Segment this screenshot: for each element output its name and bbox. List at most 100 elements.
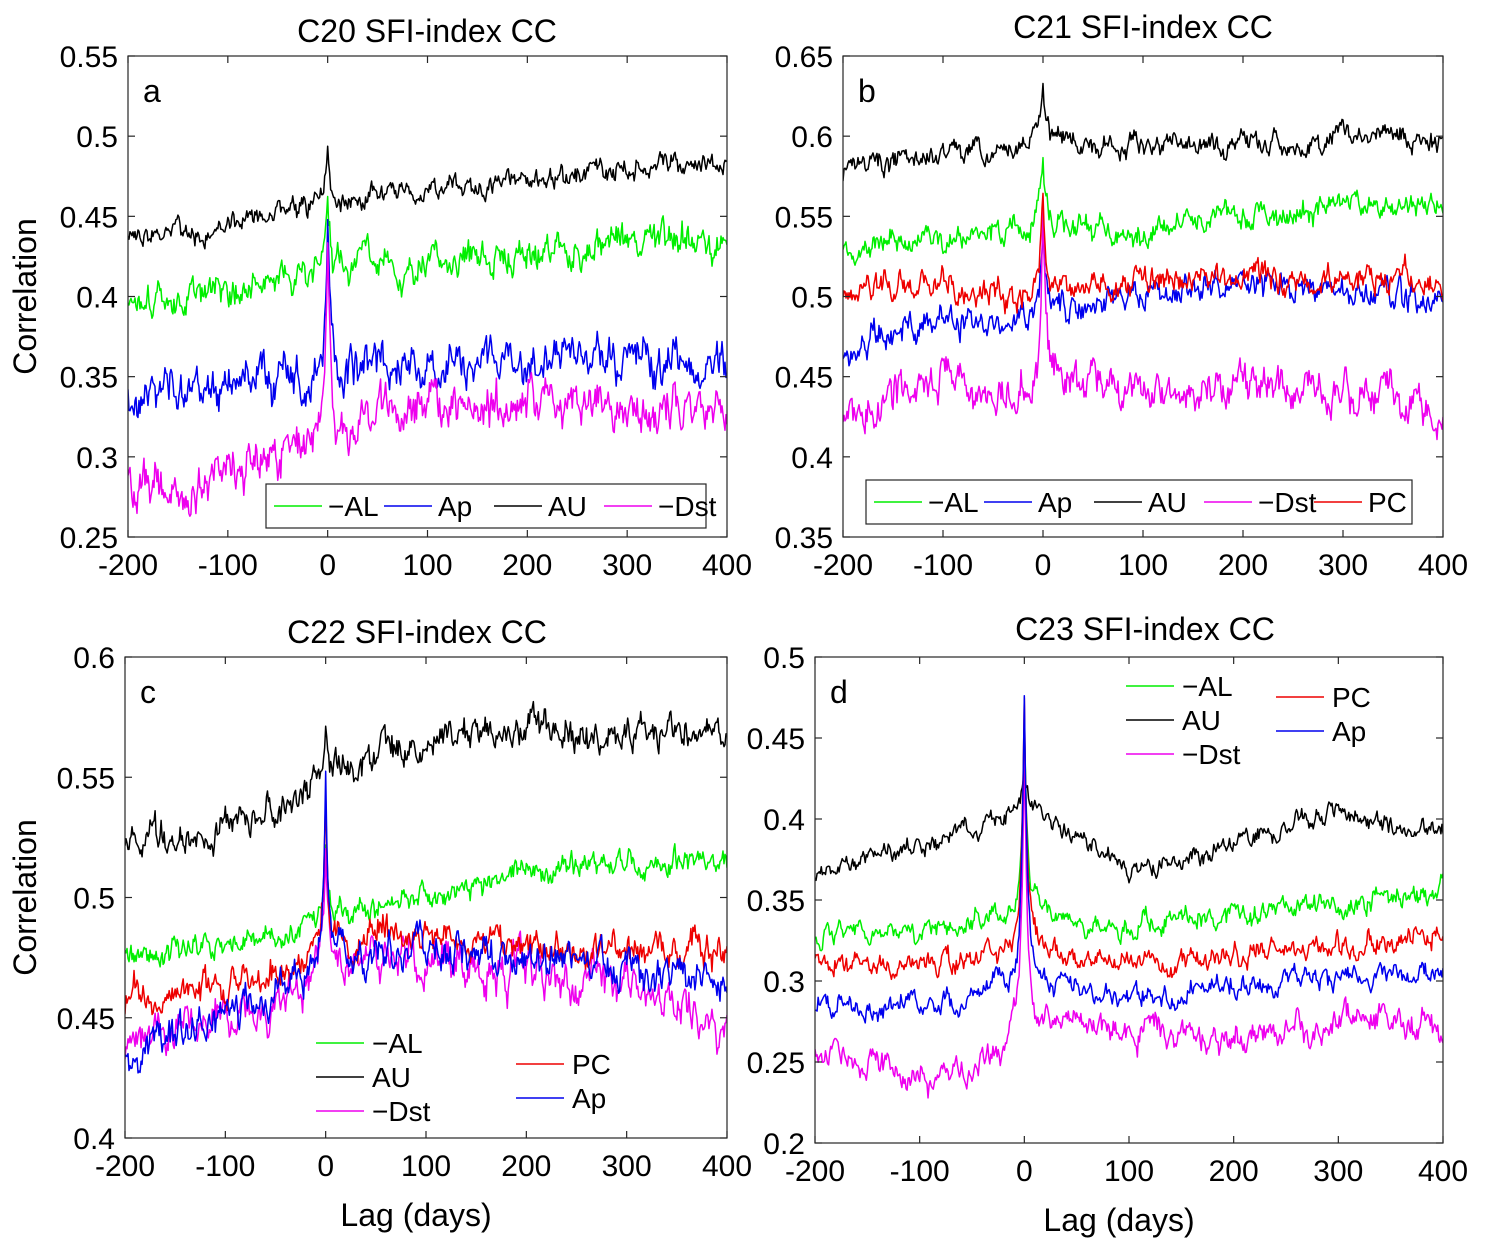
panel-b: -200 -100 0 100 200 300 400 0.35 0.4 0.45 0.5 0.55 0…	[775, 9, 1468, 582]
legend-label-dst: −Dst	[658, 491, 717, 522]
series-line-ap	[125, 770, 727, 1074]
series-line-al	[815, 722, 1443, 952]
y-tick-label: 0.35	[60, 362, 118, 395]
y-tick-label: 0.4	[73, 1123, 115, 1156]
series-line-pc	[843, 192, 1443, 315]
y-tick-label: 0.3	[763, 966, 805, 999]
y-tick-label: 0.25	[747, 1047, 805, 1080]
x-tick-label: 100	[402, 549, 452, 582]
legend-label-pc: PC	[1332, 682, 1371, 713]
x-tick-label: -200	[95, 1150, 155, 1183]
series-line-pc	[125, 794, 727, 1016]
legend-label-dst: −Dst	[372, 1096, 431, 1127]
x-tick-label: -100	[198, 549, 258, 582]
y-tick-label: 0.2	[763, 1128, 805, 1161]
chart-title: C23 SFI-index CC	[1015, 611, 1275, 647]
y-tick-label: 0.55	[60, 41, 118, 74]
legend-label-au: AU	[1148, 487, 1187, 518]
y-tick-label: 0.5	[763, 642, 805, 675]
y-tick-label: 0.4	[763, 804, 805, 837]
series-line-al	[128, 195, 727, 319]
x-tick-label: 200	[502, 549, 552, 582]
x-tick-label: 100	[401, 1150, 451, 1183]
y-tick-label: 0.45	[60, 201, 118, 234]
legend-label-ap: Ap	[1332, 716, 1366, 747]
series-line-al	[125, 843, 727, 968]
x-tick-label: 0	[319, 549, 336, 582]
x-tick-label: -100	[890, 1155, 950, 1188]
series-line-dst	[843, 205, 1443, 441]
y-tick-label: 0.3	[76, 442, 118, 475]
series-line-au	[125, 700, 727, 858]
y-tick-label: 0.5	[791, 282, 833, 315]
legend-label-al: −AL	[372, 1028, 423, 1059]
series-line-ap	[815, 695, 1443, 1024]
x-tick-label: 200	[501, 1150, 551, 1183]
panel-d: -200 -100 0 100 200 300 400 0.2 0.25 0.3 0.35 0.4 0.…	[747, 611, 1468, 1238]
chart-title: C21 SFI-index CC	[1013, 9, 1273, 45]
x-tick-label: 0	[1016, 1155, 1033, 1188]
x-tick-label: 100	[1118, 549, 1168, 582]
series-line-au	[128, 145, 727, 250]
y-tick-label: 0.35	[775, 522, 833, 555]
legend-label-au: AU	[548, 491, 587, 522]
series-line-ap	[128, 218, 727, 419]
x-tick-label: 100	[1104, 1155, 1154, 1188]
legend-label-dst: −Dst	[1258, 487, 1317, 518]
x-tick-label: 200	[1209, 1155, 1259, 1188]
y-tick-label: 0.45	[775, 362, 833, 395]
legend-label-pc: PC	[572, 1049, 611, 1080]
panel-letter: a	[143, 73, 161, 109]
panel-letter: b	[858, 73, 876, 109]
y-tick-label: 0.25	[60, 522, 118, 555]
legend: −AL Ap AU −Dst	[265, 483, 717, 529]
legend-label-au: AU	[1182, 705, 1221, 736]
legend-label-al: −AL	[328, 491, 379, 522]
series-line-pc	[815, 697, 1443, 981]
chart-title: C20 SFI-index CC	[297, 13, 557, 49]
x-tick-label: -200	[813, 549, 873, 582]
panel-a: -200 -100 0 100 200 300 400 0.25 0.3 0.35 0.4 0.45 0…	[7, 13, 752, 582]
x-tick-label: 400	[702, 549, 752, 582]
legend-label-ap: Ap	[1038, 487, 1072, 518]
x-tick-label: 300	[602, 1150, 652, 1183]
chart-title: C22 SFI-index CC	[287, 614, 547, 650]
x-tick-label: -100	[195, 1150, 255, 1183]
y-tick-label: 0.4	[76, 282, 118, 315]
y-axis-label: Correlation	[7, 218, 43, 375]
series-line-al	[843, 156, 1443, 266]
panel-letter: d	[830, 674, 848, 710]
panel-c: -200 -100 0 100 200 300 400 0.4 0.45 0.5 0.55 0.6 C2…	[7, 614, 752, 1233]
x-tick-label: 200	[1218, 549, 1268, 582]
x-tick-label: 400	[1418, 1155, 1468, 1188]
legend: −AL Ap AU −Dst PC	[865, 479, 1413, 525]
y-tick-label: 0.45	[57, 1003, 115, 1036]
x-tick-label: 0	[317, 1150, 334, 1183]
y-tick-label: 0.65	[775, 41, 833, 74]
legend-label-pc: PC	[1368, 487, 1407, 518]
x-tick-label: -200	[785, 1155, 845, 1188]
plot-frame	[842, 55, 1444, 538]
legend-label-al: −AL	[928, 487, 979, 518]
y-tick-label: 0.6	[73, 642, 115, 675]
series-line-au	[815, 777, 1443, 884]
series-line-dst	[128, 242, 727, 517]
legend-label-al: −AL	[1182, 671, 1233, 702]
x-tick-label: -200	[98, 549, 158, 582]
y-tick-label: 0.55	[57, 762, 115, 795]
legend-label-ap: Ap	[438, 491, 472, 522]
y-tick-label: 0.5	[73, 883, 115, 916]
y-tick-label: 0.35	[747, 885, 805, 918]
y-tick-label: 0.5	[76, 121, 118, 154]
y-tick-label: 0.6	[791, 121, 833, 154]
x-tick-label: 300	[1313, 1155, 1363, 1188]
y-tick-label: 0.45	[747, 723, 805, 756]
y-axis-label: Correlation	[7, 819, 43, 976]
x-axis-label: Lag (days)	[340, 1197, 491, 1233]
y-tick-label: 0.4	[791, 442, 833, 475]
series-line-dst	[815, 747, 1443, 1099]
x-axis-label: Lag (days)	[1043, 1202, 1194, 1238]
